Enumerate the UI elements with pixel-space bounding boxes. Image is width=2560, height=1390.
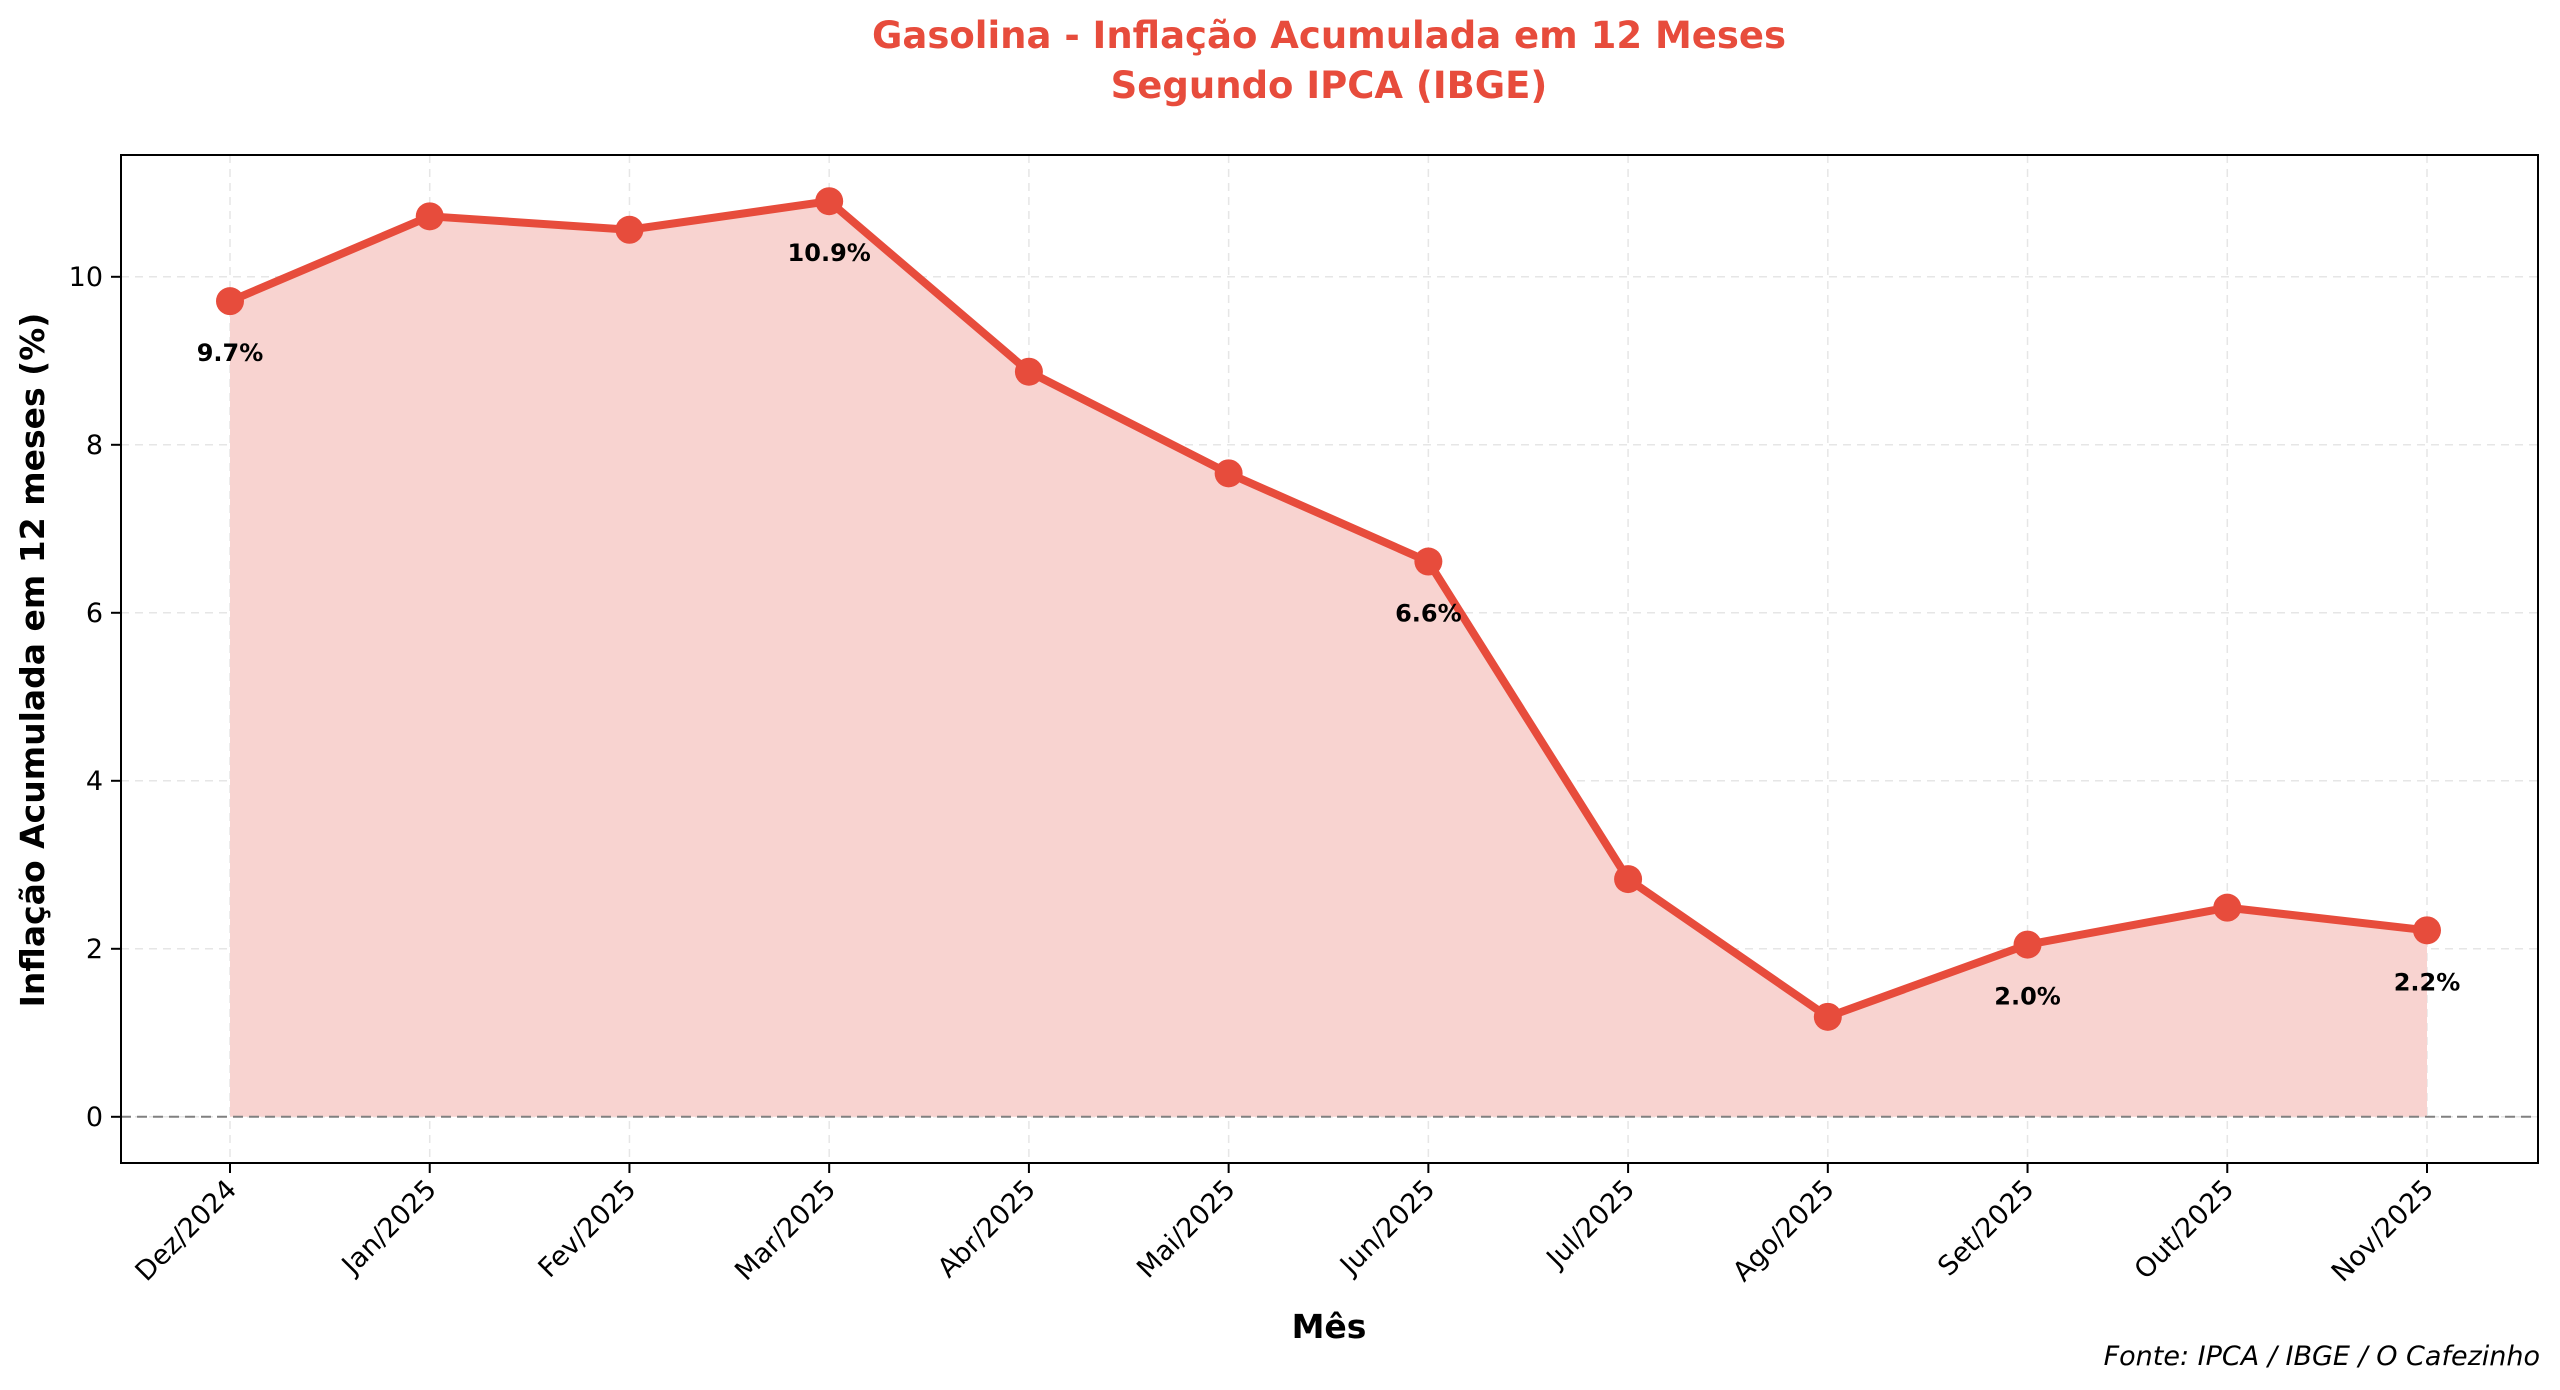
y-axis-title: Inflação Acumulada em 12 meses (%)	[13, 313, 52, 1008]
y-tick-label: 6	[86, 598, 103, 629]
x-tick-label: Dez/2024	[130, 1174, 243, 1287]
data-point-mar-2025	[815, 187, 844, 216]
data-points	[216, 187, 2441, 1031]
x-tick-label: Jan/2025	[335, 1174, 443, 1282]
y-tick-label: 4	[86, 766, 103, 797]
y-tick-label: 0	[86, 1102, 103, 1133]
data-point-out-2025	[2213, 893, 2242, 922]
data-label-jun-2025: 6.6%	[1395, 600, 1462, 628]
x-tick-label: Mai/2025	[1131, 1174, 1241, 1284]
data-labels: 9.7% 10.9% 6.6% 2.0% 2.2%	[197, 239, 2461, 1010]
data-point-abr-2025	[1014, 357, 1043, 386]
x-tick-label: Jul/2025	[1540, 1174, 1641, 1275]
data-label-mar-2025: 10.9%	[788, 239, 871, 267]
x-tick-label: Ago/2025	[1727, 1174, 1841, 1288]
chart-title-line-1: Gasolina - Inflação Acumulada em 12 Mese…	[872, 14, 1786, 57]
data-point-mai-2025	[1214, 459, 1243, 488]
data-label-nov-2025: 2.2%	[2394, 968, 2461, 996]
data-point-ago-2025	[1813, 1002, 1842, 1031]
x-tick-label: Nov/2025	[2326, 1174, 2440, 1288]
x-tick-label: Abr/2025	[932, 1174, 1042, 1284]
chart-title-line-2: Segundo IPCA (IBGE)	[1111, 64, 1548, 107]
y-axis-ticks: 0 2 4 6 8 10	[69, 262, 121, 1133]
area-fill	[230, 201, 2427, 1117]
data-point-jun-2025	[1414, 547, 1443, 576]
data-point-nov-2025	[2413, 916, 2441, 945]
data-point-dez-2024	[216, 287, 244, 316]
x-axis-ticks: Dez/2024 Jan/2025 Fev/2025 Mar/2025 Abr/2025…	[130, 1163, 2440, 1288]
data-point-jan-2025	[415, 202, 444, 231]
x-axis-title: Mês	[1292, 1307, 1367, 1346]
y-tick-label: 2	[86, 934, 103, 965]
x-tick-label: Mar/2025	[729, 1174, 842, 1287]
x-tick-label: Out/2025	[2129, 1174, 2241, 1286]
x-tick-label: Jun/2025	[1333, 1174, 1441, 1282]
x-tick-label: Fev/2025	[532, 1174, 642, 1284]
x-tick-label: Set/2025	[1932, 1174, 2040, 1282]
series-line	[226, 197, 2431, 1021]
data-point-set-2025	[2013, 930, 2042, 959]
y-tick-label: 10	[69, 262, 103, 293]
data-label-dez-2024: 9.7%	[197, 339, 264, 367]
source-note: Fonte: IPCA / IBGE / O Cafezinho	[2104, 1341, 2540, 1372]
data-point-jul-2025	[1614, 865, 1643, 894]
plot-frame	[120, 154, 2539, 1164]
y-tick-label: 8	[86, 430, 103, 461]
data-point-fev-2025	[615, 215, 644, 244]
data-label-set-2025: 2.0%	[1994, 983, 2061, 1011]
